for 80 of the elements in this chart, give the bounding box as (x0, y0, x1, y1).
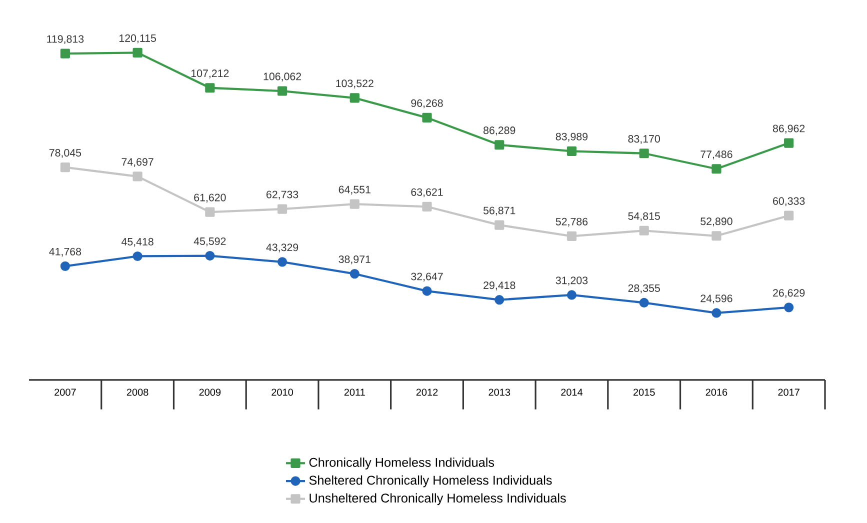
data-label: 78,045 (49, 149, 82, 158)
point (494, 295, 504, 305)
point (350, 269, 360, 279)
x-tick-label: 2010 (272, 388, 293, 396)
point (60, 261, 70, 271)
data-label: 52,890 (700, 218, 732, 226)
data-label: 74,697 (122, 158, 154, 167)
data-label: 86,962 (772, 124, 805, 134)
x-tick-label: 2013 (488, 388, 510, 396)
x-tick-label: 2012 (416, 388, 438, 396)
x-tick-label: 2007 (54, 388, 76, 396)
legend-label: Chronically Homeless Individuals (309, 458, 494, 470)
point (639, 226, 649, 236)
data-label: 26,629 (773, 289, 805, 298)
x-tick-label: 2017 (778, 388, 800, 396)
data-label: 96,268 (411, 99, 443, 108)
data-label: 41,768 (49, 248, 82, 257)
data-label: 43,329 (266, 244, 298, 252)
x-tick-label: 2008 (126, 388, 148, 396)
point (132, 251, 142, 262)
x-tick-label: 2014 (561, 388, 583, 396)
data-label: 29,418 (484, 282, 516, 290)
data-label: 28,355 (628, 284, 660, 294)
data-label: 83,170 (628, 135, 660, 144)
point (422, 286, 432, 296)
x-tick-label: 2015 (633, 388, 655, 396)
point (712, 231, 722, 241)
point (60, 48, 70, 58)
point (566, 290, 577, 300)
point (712, 164, 722, 174)
point (494, 140, 504, 150)
point (784, 138, 794, 148)
x-tick-label: 2009 (199, 388, 221, 396)
data-label: 64,551 (338, 186, 370, 195)
data-label: 31,203 (556, 276, 588, 286)
data-label: 61,620 (194, 194, 226, 203)
point (784, 210, 794, 220)
point (639, 148, 649, 158)
x-tick-label: 2016 (706, 388, 728, 396)
point (494, 220, 504, 230)
point (712, 308, 722, 318)
data-label: 54,815 (628, 212, 660, 222)
point (132, 48, 142, 58)
point (784, 302, 794, 312)
data-label: 45,418 (121, 238, 154, 247)
point (566, 146, 577, 156)
data-label: 38,971 (338, 255, 370, 264)
point (350, 93, 360, 103)
data-label: 24,596 (700, 294, 732, 304)
data-label: 62,733 (266, 190, 298, 200)
data-label: 32,647 (411, 272, 443, 282)
point (277, 86, 288, 96)
point (639, 298, 649, 308)
point (60, 162, 70, 172)
data-label: 106,062 (264, 72, 302, 82)
legend-label: Sheltered Chronically Homeless Individuals (309, 475, 552, 488)
data-label: 52,786 (556, 218, 588, 227)
point (350, 199, 360, 209)
x-tick-label: 2011 (344, 388, 365, 396)
point (205, 250, 215, 261)
data-label: 86,289 (484, 126, 516, 136)
point (205, 83, 215, 93)
point (422, 202, 432, 212)
data-label: 103,522 (336, 80, 374, 88)
data-label: 77,486 (700, 150, 732, 160)
data-label: 119,813 (47, 35, 84, 44)
point (566, 231, 577, 241)
data-label: 63,621 (411, 188, 443, 198)
point (277, 257, 288, 267)
point (132, 172, 142, 182)
data-label: 83,989 (556, 132, 588, 142)
legend-label: Unsheltered Chronically Homeless Individuals (310, 493, 566, 506)
point (205, 207, 215, 217)
data-label: 45,592 (194, 237, 226, 246)
data-label: 56,871 (483, 206, 516, 216)
data-label: 120,115 (119, 34, 156, 44)
point (422, 112, 432, 122)
data-label: 60,333 (773, 197, 805, 206)
point (277, 204, 288, 214)
data-label: 107,212 (191, 70, 229, 78)
